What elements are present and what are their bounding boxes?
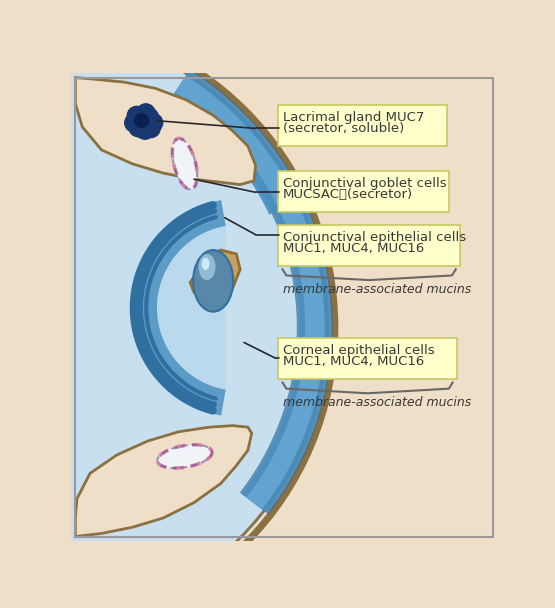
Text: Conjunctival goblet cells: Conjunctival goblet cells <box>282 177 446 190</box>
Text: Conjunctival epithelial cells: Conjunctival epithelial cells <box>282 231 466 244</box>
Circle shape <box>135 114 149 128</box>
Text: MUCSAC　(secretor): MUCSAC (secretor) <box>282 188 412 201</box>
Ellipse shape <box>158 445 212 468</box>
FancyBboxPatch shape <box>278 105 447 146</box>
FancyBboxPatch shape <box>278 171 449 212</box>
Circle shape <box>144 114 163 132</box>
Circle shape <box>140 108 159 126</box>
Text: membrane-associated mucins: membrane-associated mucins <box>283 283 472 296</box>
Ellipse shape <box>201 258 209 270</box>
FancyBboxPatch shape <box>278 338 457 379</box>
Polygon shape <box>190 250 240 300</box>
Ellipse shape <box>193 250 233 312</box>
Ellipse shape <box>172 139 197 189</box>
Circle shape <box>127 106 146 125</box>
Circle shape <box>129 118 148 137</box>
Polygon shape <box>75 78 255 185</box>
Circle shape <box>137 104 155 122</box>
Text: Lacrimal gland MUC7: Lacrimal gland MUC7 <box>282 111 424 123</box>
Circle shape <box>0 27 329 608</box>
Text: MUC1, MUC4, MUC16: MUC1, MUC4, MUC16 <box>282 355 424 368</box>
Circle shape <box>132 111 151 130</box>
Text: (secretor, soluble): (secretor, soluble) <box>282 122 404 135</box>
Polygon shape <box>188 91 297 215</box>
Polygon shape <box>157 226 226 390</box>
Circle shape <box>142 119 160 137</box>
Text: Corneal epithelial cells: Corneal epithelial cells <box>282 344 434 357</box>
FancyBboxPatch shape <box>278 224 461 266</box>
Ellipse shape <box>199 254 215 280</box>
Circle shape <box>125 114 143 132</box>
Polygon shape <box>131 200 226 415</box>
Polygon shape <box>75 426 252 536</box>
Text: membrane-associated mucins: membrane-associated mucins <box>283 396 472 409</box>
Circle shape <box>136 121 154 139</box>
Text: MUC1, MUC4, MUC16: MUC1, MUC4, MUC16 <box>282 242 424 255</box>
